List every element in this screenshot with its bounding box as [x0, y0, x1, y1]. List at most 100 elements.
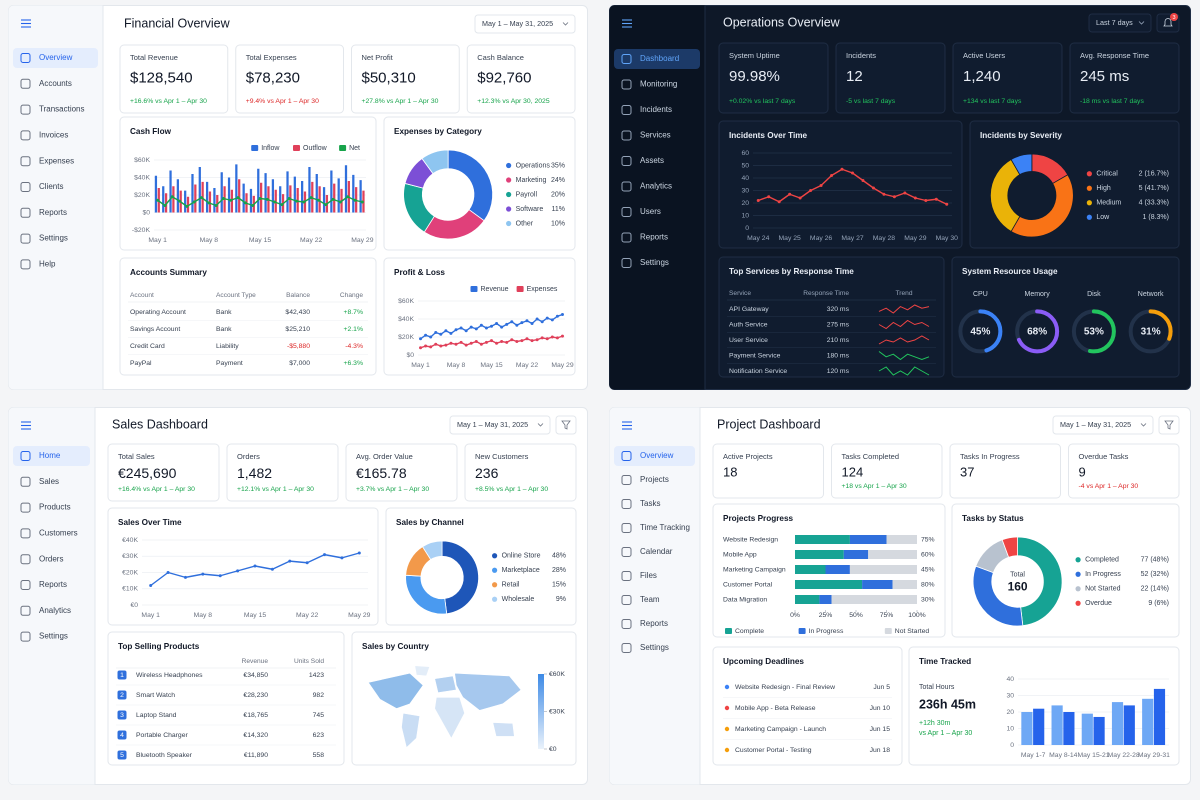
nav-item[interactable]: Settings [640, 258, 669, 267]
x-tick-label: May 27 [841, 235, 864, 242]
kpi-label: Total Expenses [246, 53, 297, 62]
nav-item[interactable]: Expenses [39, 156, 74, 165]
nav-item[interactable]: Sales [39, 477, 59, 486]
nav-item[interactable]: Accounts [39, 79, 72, 88]
legend-label: Not Started [1085, 586, 1121, 593]
line-point [229, 198, 233, 202]
bar [301, 181, 304, 213]
table-cell: $7,000 [289, 360, 310, 367]
nav-item[interactable]: Reports [640, 233, 668, 242]
bar [164, 193, 168, 213]
column-header: Service [729, 290, 751, 297]
panel-title: Upcoming Deadlines [723, 657, 804, 666]
nav-item[interactable]: Clients [39, 182, 63, 191]
y-tick-label: $40K [398, 316, 414, 323]
panel-title: Tasks by Status [962, 514, 1024, 523]
kpi-value: €245,690 [118, 465, 177, 481]
nav-item[interactable]: Reports [39, 580, 67, 589]
nav-item[interactable]: Calendar [640, 547, 673, 556]
gauge-value: 31% [1141, 327, 1161, 338]
nav-item[interactable]: Team [640, 595, 660, 604]
line-point [798, 196, 802, 200]
panel-title: Time Tracked [919, 657, 971, 666]
nav-item[interactable]: Services [640, 131, 671, 140]
nav-icon [621, 207, 632, 217]
filter-button[interactable] [555, 415, 577, 435]
nav-item[interactable]: Dashboard [640, 54, 679, 63]
line-point [236, 196, 240, 200]
line-point [207, 201, 211, 205]
bar [271, 179, 275, 213]
nav-item[interactable]: Incidents [640, 105, 672, 114]
nav-item[interactable]: Transactions [39, 105, 85, 114]
line-point [454, 328, 458, 332]
nav-item[interactable]: Reports [640, 619, 668, 628]
date-picker[interactable] [474, 14, 576, 34]
kpi-change: -5 vs last 7 days [846, 98, 896, 105]
bar [184, 190, 187, 213]
filter-button[interactable] [1158, 415, 1180, 435]
nav-icon [20, 451, 31, 461]
nav-item[interactable]: Assets [640, 156, 664, 165]
nav-item[interactable]: Settings [640, 643, 669, 652]
nav-active [614, 49, 700, 69]
nav-item[interactable]: Settings [39, 632, 68, 641]
map-region [414, 665, 431, 677]
donut-slice [1017, 536, 1063, 627]
legend-label: Software [516, 206, 544, 213]
nav-item[interactable]: Reports [39, 208, 67, 217]
nav-item[interactable]: Orders [39, 554, 63, 563]
scale-label: €0 [549, 746, 557, 753]
status-dot [724, 726, 730, 732]
nav-item[interactable]: Home [39, 451, 61, 460]
table-cell: Bank [216, 309, 232, 316]
donut-slice [1010, 174, 1074, 238]
bar [227, 177, 231, 213]
kpi-change: +0.02% vs last 7 days [729, 98, 796, 105]
nav-item[interactable]: Files [640, 571, 657, 580]
map-region [434, 675, 457, 694]
nav-item[interactable]: Customers [39, 529, 78, 538]
date-range: May 1 – May 31, 2025 [457, 420, 528, 429]
date-picker[interactable] [449, 415, 551, 435]
summary-label: Total Hours [919, 684, 955, 691]
date-picker[interactable] [1052, 415, 1154, 435]
nav-item[interactable]: Overview [640, 451, 674, 460]
deadline-task: Marketing Campaign - Launch [735, 726, 826, 733]
table-cell: Smart Watch [136, 692, 175, 699]
table-cell: 275 ms [827, 321, 850, 328]
nav-item[interactable]: Help [39, 260, 56, 269]
period-picker[interactable] [1088, 13, 1152, 33]
nav-item[interactable]: Users [640, 207, 661, 216]
line-point [270, 567, 274, 571]
line-point [560, 334, 564, 338]
gauge-value: 68% [1027, 327, 1047, 338]
line-point [243, 201, 247, 205]
table-cell: Bluetooth Speaker [136, 752, 193, 759]
nav-item[interactable]: Invoices [39, 131, 68, 140]
nav-item[interactable]: Settings [39, 234, 68, 243]
nav-item[interactable]: Time Tracking [640, 523, 690, 532]
line-point [253, 564, 257, 568]
nav-item[interactable]: Monitoring [640, 80, 677, 89]
nav-item[interactable]: Analytics [640, 182, 672, 191]
line-point [903, 191, 907, 195]
gauge-label: Disk [1087, 291, 1101, 298]
gauge-label: CPU [973, 291, 988, 298]
chevron [1140, 423, 1147, 427]
nav-item[interactable]: Tasks [640, 499, 660, 508]
nav-icon [621, 643, 632, 653]
sidebar [609, 407, 700, 785]
legend-dot [492, 567, 498, 573]
nav-item[interactable]: Projects [640, 475, 669, 484]
bar-segment [819, 595, 832, 604]
legend-dot [1086, 171, 1092, 177]
legend-dot [1075, 571, 1081, 577]
gauge-arc [1071, 309, 1116, 354]
nav-item[interactable]: Overview [39, 53, 73, 62]
nav-item[interactable]: Products [39, 503, 71, 512]
line-point [449, 341, 453, 345]
nav-icon [621, 451, 632, 461]
nav-item[interactable]: Analytics [39, 606, 71, 615]
kpi-label: Active Users [963, 51, 1005, 60]
